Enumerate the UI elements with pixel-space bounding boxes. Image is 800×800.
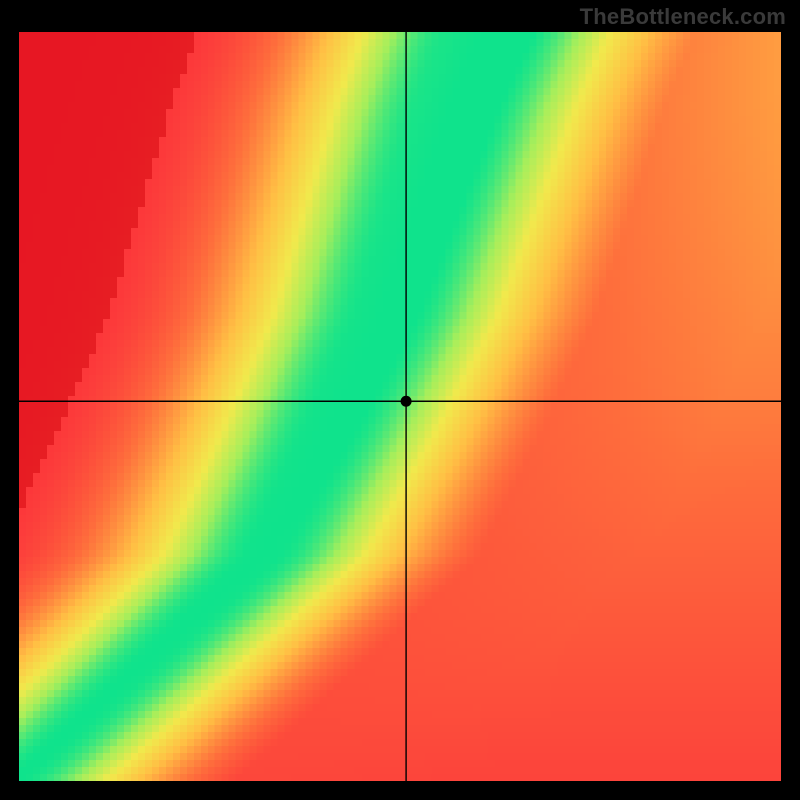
bottleneck-heatmap (19, 32, 781, 781)
watermark-text: TheBottleneck.com (580, 4, 786, 30)
chart-container: TheBottleneck.com (0, 0, 800, 800)
